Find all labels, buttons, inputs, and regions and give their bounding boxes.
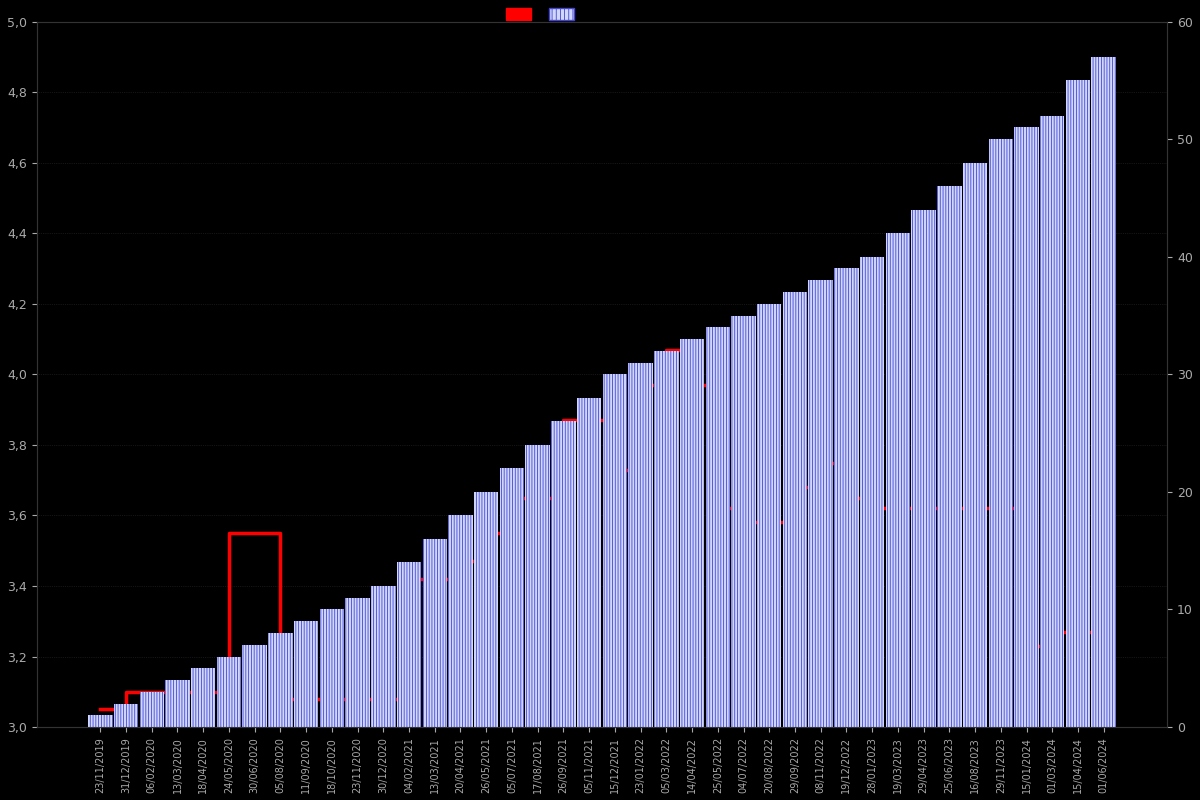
- Bar: [860, 257, 884, 727]
- Bar: [834, 269, 859, 727]
- Bar: [449, 515, 473, 727]
- Bar: [782, 292, 808, 727]
- Bar: [346, 598, 370, 727]
- Bar: [166, 680, 190, 727]
- Bar: [114, 703, 138, 727]
- Bar: [680, 339, 704, 727]
- Bar: [371, 586, 396, 727]
- Bar: [577, 398, 601, 727]
- Bar: [319, 610, 344, 727]
- Bar: [294, 622, 318, 727]
- Bar: [706, 327, 730, 727]
- Bar: [217, 657, 241, 727]
- Bar: [989, 139, 1013, 727]
- Bar: [191, 668, 216, 727]
- Bar: [242, 645, 266, 727]
- Bar: [1092, 57, 1116, 727]
- Bar: [1040, 116, 1064, 727]
- Bar: [551, 422, 576, 727]
- Bar: [397, 562, 421, 727]
- Bar: [886, 234, 910, 727]
- Bar: [911, 210, 936, 727]
- Bar: [268, 633, 293, 727]
- Bar: [809, 280, 833, 727]
- Bar: [88, 715, 113, 727]
- Bar: [962, 162, 988, 727]
- Bar: [757, 304, 781, 727]
- Bar: [526, 445, 550, 727]
- Bar: [629, 362, 653, 727]
- Bar: [474, 492, 498, 727]
- Bar: [731, 315, 756, 727]
- Bar: [1014, 127, 1039, 727]
- Legend: , : ,: [502, 4, 589, 26]
- Bar: [654, 351, 678, 727]
- Bar: [139, 692, 164, 727]
- Bar: [602, 374, 628, 727]
- Bar: [937, 186, 961, 727]
- Bar: [1066, 80, 1091, 727]
- Bar: [499, 468, 524, 727]
- Bar: [422, 539, 446, 727]
